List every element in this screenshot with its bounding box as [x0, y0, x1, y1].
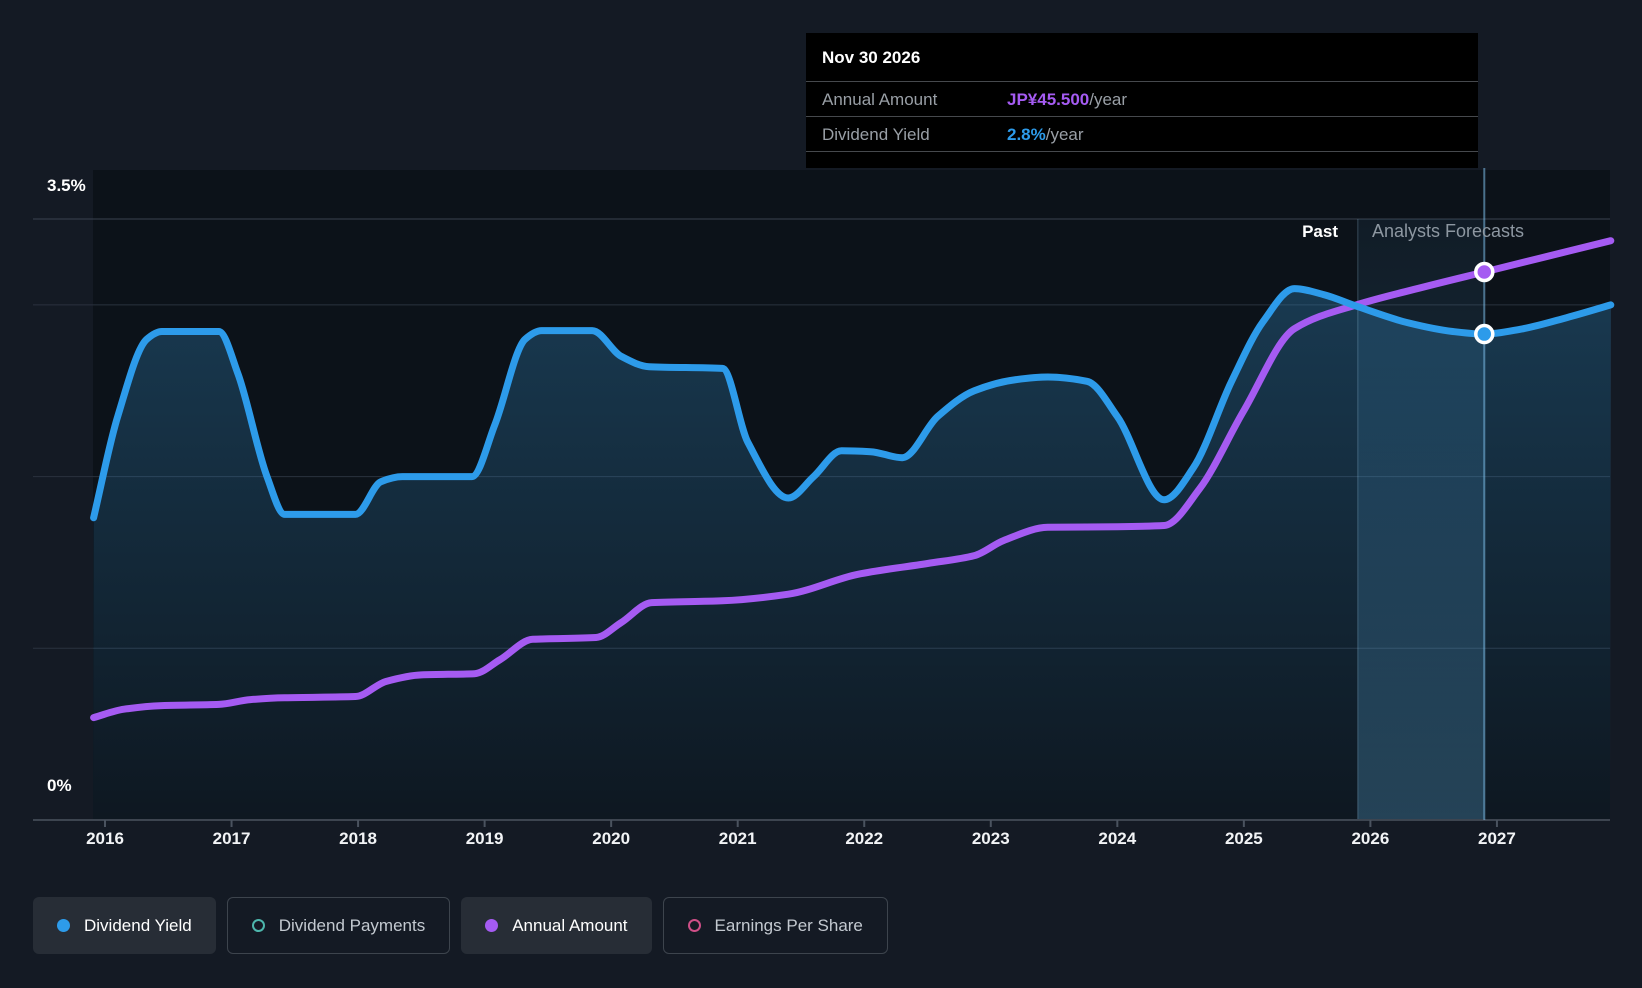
legend-label: Annual Amount [512, 915, 628, 935]
earnings-per-share-ring-icon [687, 919, 701, 932]
dividend-yield-area [93, 288, 1611, 821]
tooltip-label: Dividend Yield [822, 125, 930, 144]
tooltip-value-dividend-yield: 2.8% [1007, 125, 1046, 144]
x-axis-label: 2020 [592, 829, 631, 848]
legend-label: Earnings Per Share [714, 915, 863, 935]
tooltip-value-annual-amount: JP¥45.500 [1007, 90, 1090, 109]
x-axis-label: 2027 [1478, 829, 1516, 848]
x-axis-label: 2025 [1224, 829, 1263, 848]
legend-button-earnings-per-share[interactable]: Earnings Per Share [662, 897, 888, 954]
dividend-yield-line [90, 285, 1615, 522]
tooltip-label: Annual Amount [822, 90, 938, 109]
chart-legend: Dividend Yield Dividend Payments Annual Am… [33, 897, 899, 954]
legend-label: Dividend Yield [84, 915, 192, 935]
x-axis-label: 2026 [1351, 829, 1390, 848]
x-axis-label: 2017 [212, 829, 251, 848]
chart-tooltip: Nov 30 2026 Annual Amount JP¥45.500/year… [806, 33, 1478, 168]
dividend-payments-ring-icon [251, 919, 265, 932]
marker-dot-annual-amount [1474, 261, 1495, 283]
x-axis-label: 2016 [86, 829, 124, 848]
analysts-forecasts-label: Analysts Forecasts [1372, 221, 1525, 241]
y-axis-label-bottom: 0% [47, 776, 72, 795]
tooltip-suffix: /year [1045, 125, 1084, 144]
x-axis-label: 2024 [1098, 829, 1137, 848]
dividend-yield-dot-icon [57, 919, 70, 932]
tooltip-row-dividend-yield: Dividend Yield 2.8%/year [806, 117, 1478, 152]
x-axis-label: 2023 [971, 829, 1010, 848]
y-axis-label-top: 3.5% [47, 176, 86, 195]
past-label: Past [1302, 222, 1338, 241]
annual-amount-dot-icon [485, 919, 499, 932]
legend-button-dividend-payments[interactable]: Dividend Payments [226, 897, 451, 954]
legend-button-annual-amount[interactable]: Annual Amount [461, 897, 652, 954]
marker-dot-dividend-yield [1474, 323, 1495, 345]
x-axis-label: 2019 [465, 829, 504, 848]
annual-amount-line [90, 237, 1615, 722]
legend-label: Dividend Payments [278, 915, 426, 935]
legend-button-dividend-yield[interactable]: Dividend Yield [33, 897, 216, 954]
x-axis-label: 2021 [718, 829, 757, 848]
forecast-band [1357, 219, 1485, 820]
tooltip-suffix: /year [1089, 90, 1128, 109]
x-axis-label: 2022 [845, 829, 884, 848]
tooltip-date: Nov 30 2026 [806, 33, 1478, 82]
x-axis-label: 2018 [339, 829, 377, 848]
tooltip-row-annual-amount: Annual Amount JP¥45.500/year [806, 82, 1478, 117]
